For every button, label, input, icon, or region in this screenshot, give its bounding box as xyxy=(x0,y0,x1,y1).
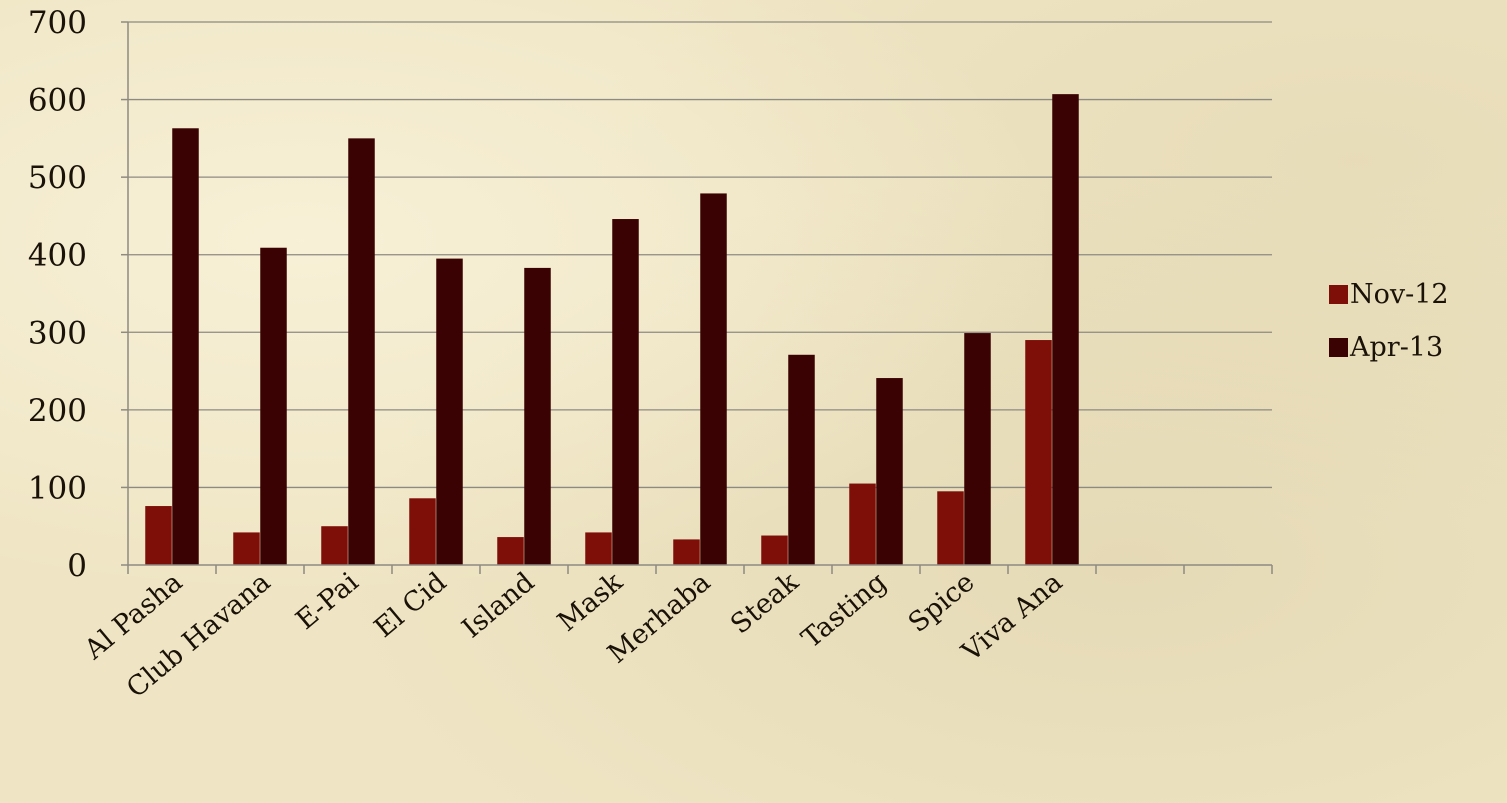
bar-apr-13 xyxy=(964,333,991,565)
x-tick-label: El Cid xyxy=(369,567,453,644)
gridlines xyxy=(128,21,1272,489)
bar-nov-12 xyxy=(1025,340,1052,565)
x-tick-label: E-Pai xyxy=(290,566,365,636)
bar-apr-13 xyxy=(436,258,463,565)
y-tick-labels: 0 100 200 300 400 500 600 700 xyxy=(28,5,87,584)
y-tick-label: 500 xyxy=(28,160,87,196)
bar-apr-13 xyxy=(172,128,199,565)
bar-nov-12 xyxy=(409,498,436,565)
x-tick-label: Spice xyxy=(903,567,981,639)
bar-apr-13 xyxy=(876,378,903,565)
y-tick-label: 600 xyxy=(28,83,87,119)
bar-nov-12 xyxy=(233,532,260,565)
bar-nov-12 xyxy=(849,483,876,565)
bars xyxy=(145,94,1079,566)
legend-swatch xyxy=(1329,285,1348,304)
bar-apr-13 xyxy=(260,247,287,566)
bar-nov-12 xyxy=(585,532,612,565)
bar-nov-12 xyxy=(673,539,700,565)
x-tick-label: Mask xyxy=(552,566,629,638)
y-tick-label: 100 xyxy=(28,470,87,506)
bar-apr-13 xyxy=(524,267,551,565)
legend-label: Nov-12 xyxy=(1350,279,1449,310)
bar-apr-13 xyxy=(348,138,375,565)
y-tick-label: 200 xyxy=(28,393,87,429)
axes xyxy=(121,21,1273,574)
bar-nov-12 xyxy=(937,491,964,565)
legend-swatch xyxy=(1329,338,1348,357)
bar-nov-12 xyxy=(761,535,788,565)
x-tick-label: Tasting xyxy=(796,567,893,655)
y-tick-label: 0 xyxy=(67,548,87,584)
y-tick-label: 700 xyxy=(28,5,87,41)
legend-label: Apr-13 xyxy=(1349,332,1443,363)
x-tick-label: Steak xyxy=(725,566,805,640)
y-tick-label: 300 xyxy=(28,315,87,351)
bar-apr-13 xyxy=(1052,94,1079,566)
bar-nov-12 xyxy=(145,506,172,565)
bar-apr-13 xyxy=(788,354,815,565)
x-tick-label: Island xyxy=(456,567,540,645)
y-tick-label: 400 xyxy=(28,238,87,274)
bar-apr-13 xyxy=(700,193,727,565)
bar-nov-12 xyxy=(497,537,524,565)
bar-apr-13 xyxy=(612,219,639,565)
legend: Nov-12 Apr-13 xyxy=(1329,279,1449,363)
bar-nov-12 xyxy=(321,526,348,565)
